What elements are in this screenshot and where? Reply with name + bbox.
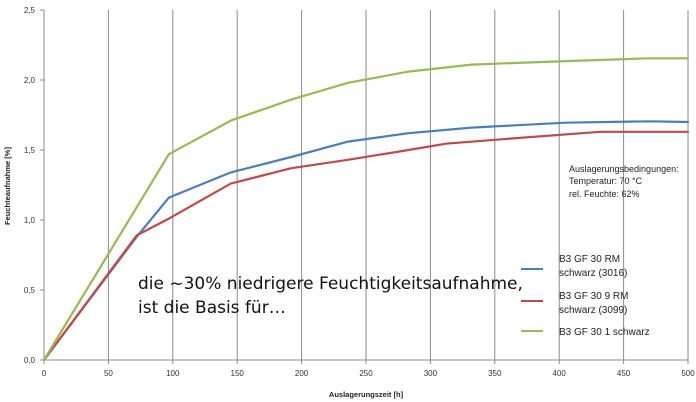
y-tick-label: 0,0 <box>24 356 36 365</box>
annotation-box: Auslagerungsbedingungen: Temperatur: 70 … <box>569 164 679 199</box>
legend-label: schwarz (3099) <box>559 305 627 316</box>
annotation-line: Auslagerungsbedingungen: <box>569 164 679 174</box>
y-tick-label: 0,5 <box>24 286 36 295</box>
series-line-1 <box>42 130 690 362</box>
series-line-2 <box>42 57 690 362</box>
y-tick-label: 2,0 <box>24 76 36 85</box>
x-tick-label: 300 <box>424 369 438 378</box>
x-axis-label: Auslagerungszeit [h] <box>329 390 404 399</box>
series-line-0 <box>42 120 690 362</box>
y-tick-label: 1,0 <box>24 216 36 225</box>
x-tick-label: 450 <box>617 369 631 378</box>
y-tick-label: 2,5 <box>24 6 36 15</box>
series-lines <box>42 57 690 362</box>
x-tick-label: 50 <box>104 369 113 378</box>
y-tick-label: 1,5 <box>24 146 36 155</box>
legend-label: B3 GF 30 1 schwarz <box>559 327 650 338</box>
x-tick-labels: 0 50 100 150 200 250 300 350 400 450 500 <box>42 369 695 378</box>
x-tick-label: 350 <box>488 369 502 378</box>
annotation-line: Temperatur: 70 °C <box>569 176 643 186</box>
axes <box>40 9 689 364</box>
x-tick-label: 400 <box>553 369 567 378</box>
overlay-caption-line: die ~30% niedrigere Feuchtigkeitsaufnahm… <box>138 274 523 294</box>
x-tick-label: 250 <box>359 369 373 378</box>
x-tick-label: 150 <box>231 369 245 378</box>
legend-label: B3 GF 30 RM <box>559 254 620 265</box>
x-tick-label: 0 <box>42 369 47 378</box>
y-tick-labels: 0,0 0,5 1,0 1,5 2,0 2,5 <box>24 6 36 365</box>
legend-label: B3 GF 30 9 RM <box>559 291 628 302</box>
x-tick-label: 500 <box>681 369 695 378</box>
overlay-caption-line: ist die Basis für… <box>138 298 286 318</box>
x-tick-label: 200 <box>295 369 309 378</box>
x-tick-label: 100 <box>166 369 180 378</box>
y-axis-label: Feuchteaufnahme [%] <box>3 147 12 225</box>
overlay-caption: die ~30% niedrigere Feuchtigkeitsaufnahm… <box>138 274 523 318</box>
legend: B3 GF 30 RM schwarz (3016) B3 GF 30 9 RM… <box>521 254 650 338</box>
grid-lines <box>43 10 689 360</box>
annotation-line: rel. Feuchte: 62% <box>569 189 640 199</box>
legend-label: schwarz (3016) <box>559 268 627 279</box>
